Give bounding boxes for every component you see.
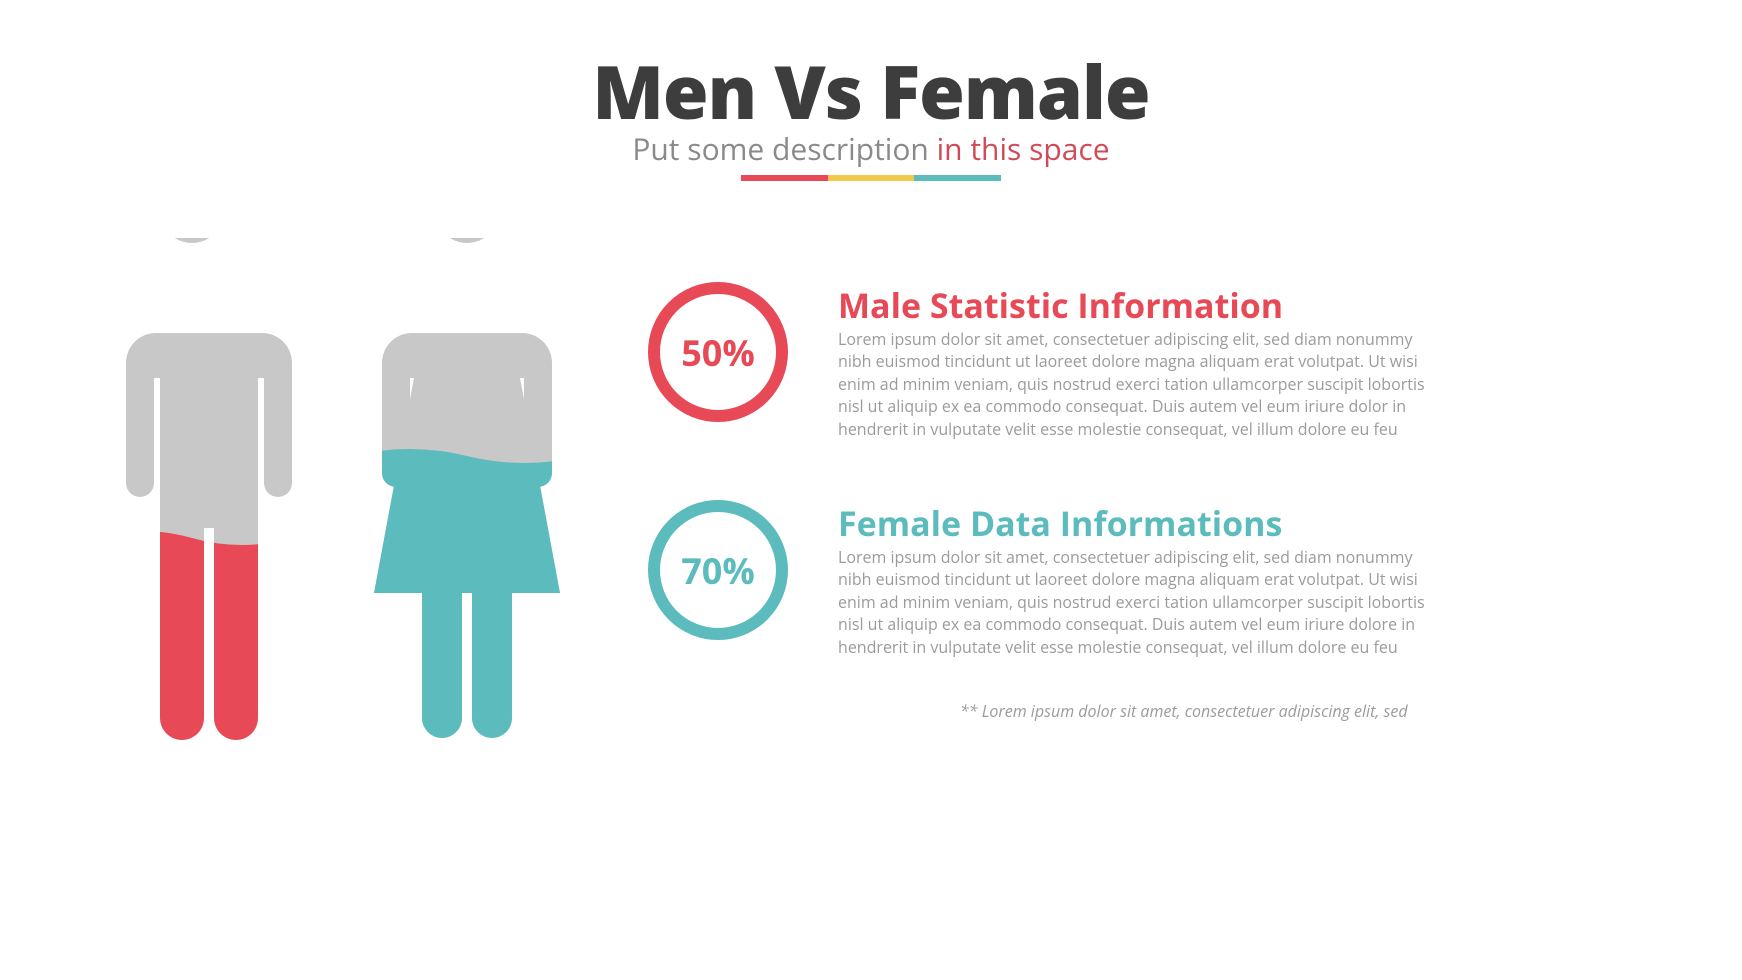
subtitle-accent: in this space [937,128,1110,169]
female-figure [352,238,582,748]
female-percent-ring: 70% [648,500,788,640]
female-stat-body: Lorem ipsum dolor sit amet, consectetuer… [838,546,1448,658]
female-stat-title: Female Data Informations [838,500,1282,546]
male-stat-body: Lorem ipsum dolor sit amet, consectetuer… [838,328,1448,440]
female-person-icon [352,238,582,748]
infographic-root: Men Vs Female Put some description in th… [0,0,1742,980]
subtitle-text: Put some description [632,128,936,169]
divider-segment-1 [741,175,828,181]
divider-segment-2 [828,175,915,181]
page-subtitle: Put some description in this space [0,128,1742,169]
divider-segment-3 [914,175,1001,181]
male-percent-ring: 50% [648,282,788,422]
male-stat-title: Male Statistic Information [838,282,1283,328]
title-divider [741,175,1001,181]
male-figure [92,238,292,748]
footnote-text: ** Lorem ipsum dolor sit amet, consectet… [960,700,1408,722]
male-person-icon [92,238,292,748]
page-title: Men Vs Female [0,40,1742,141]
